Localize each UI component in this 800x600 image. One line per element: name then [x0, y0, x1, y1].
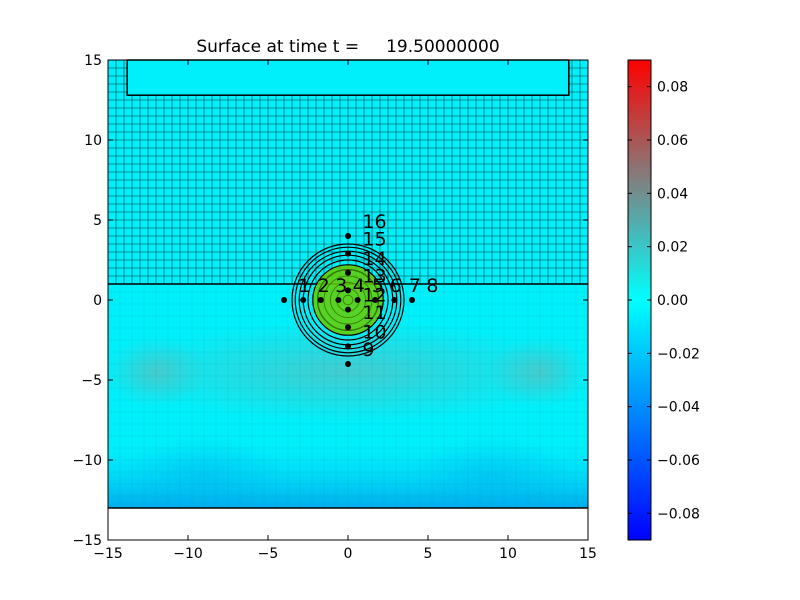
y-tick-label: 5 — [93, 213, 102, 229]
gauge-point — [345, 306, 351, 313]
fine-mesh-grid — [108, 60, 588, 285]
x-tick-label: 0 — [344, 546, 353, 562]
gauge-label: 5 — [372, 275, 384, 297]
x-tick-label: −15 — [93, 546, 123, 562]
y-tick-label: 0 — [93, 293, 102, 309]
x-tick-label: 5 — [424, 546, 433, 562]
gauge-point — [345, 324, 351, 331]
colorbar-ticks: 0.08 0.06 0.04 0.02 0.00 −0.02 −0.04 −0.06 −0.08 — [628, 80, 700, 522]
colorbar-tick-label: 0.00 — [657, 293, 688, 309]
y-tick-label: −5 — [81, 373, 102, 389]
gauge-label: 11 — [362, 302, 386, 324]
gauge-label: 15 — [362, 229, 386, 251]
contour-line-inner — [329, 281, 367, 319]
gauge-point — [335, 297, 342, 303]
gauge-label: 16 — [362, 211, 386, 233]
gauge-label: 10 — [362, 321, 386, 343]
colorbar-tick-label: 0.02 — [657, 240, 688, 256]
gauge-point — [300, 297, 307, 303]
shoaling-wave-lobe-right — [488, 336, 588, 408]
gauge-point — [317, 297, 324, 303]
contour-line-inner — [323, 275, 373, 325]
colorbar-tick-label: −0.04 — [657, 400, 700, 416]
colorbar-tick-label: 0.04 — [657, 186, 688, 202]
colorbar-tick-label: −0.08 — [657, 506, 700, 522]
gauge-label: 12 — [362, 285, 386, 307]
colorbar-tick-label: −0.06 — [657, 453, 700, 469]
gauge-point — [345, 343, 351, 350]
colorbar-tick-label: −0.02 — [657, 346, 700, 362]
chart-title: Surface at time t = 19.50000000 — [196, 37, 499, 57]
gauge-label: 7 — [409, 275, 421, 297]
gauge-label: 3 — [335, 275, 347, 297]
hump-surface — [312, 264, 384, 336]
shoaling-wave-lobe-left — [108, 336, 208, 408]
x-tick-label: 15 — [579, 546, 597, 562]
deep-water-shading — [108, 444, 588, 508]
gauge-point — [345, 287, 351, 294]
contour-line-inner — [342, 294, 354, 306]
gauge-label: 13 — [362, 265, 386, 287]
colorbar-tick-label: 0.06 — [657, 133, 688, 149]
gauge-point — [345, 361, 351, 367]
y-tick-label: −15 — [72, 533, 102, 549]
gauge-label: 8 — [426, 275, 438, 297]
gauge-label: 14 — [362, 248, 386, 270]
y-tick-label: 15 — [84, 53, 102, 69]
contour-line — [307, 259, 389, 341]
colorbar: 0.08 0.06 0.04 0.02 0.00 −0.02 −0.04 −0.06 −0.08 — [627, 59, 700, 541]
contour-line — [312, 264, 384, 336]
contour-line — [291, 243, 405, 357]
inner-refinement-box — [126, 59, 570, 96]
gauge-point — [354, 297, 361, 303]
y-tick-label: −10 — [72, 453, 102, 469]
gauge-point — [345, 250, 351, 257]
gauge-label: 1 — [298, 275, 310, 297]
contour-line — [294, 246, 402, 354]
gauge-point — [372, 297, 379, 303]
x-tick-label: −5 — [258, 546, 279, 562]
x-tick-label: −10 — [173, 546, 203, 562]
x-axis-ticks: −15 −10 −5 0 5 10 15 — [93, 60, 597, 562]
gauge-point — [345, 233, 351, 239]
gauge-label: 6 — [390, 275, 402, 297]
contour-line-inner — [317, 269, 379, 331]
shoaling-wave-lobe — [124, 320, 572, 424]
gauge-point — [345, 269, 351, 276]
y-tick-label: 10 — [84, 133, 102, 149]
gauge-point — [409, 297, 415, 303]
gauge-point — [391, 297, 398, 303]
x-tick-label: 10 — [499, 546, 517, 562]
gauge-label: 4 — [353, 275, 365, 297]
gauge-point — [281, 297, 287, 303]
colorbar-tick-label: 0.08 — [657, 80, 688, 96]
gauge-label: 9 — [362, 339, 374, 361]
gauge-label: 2 — [318, 275, 330, 297]
